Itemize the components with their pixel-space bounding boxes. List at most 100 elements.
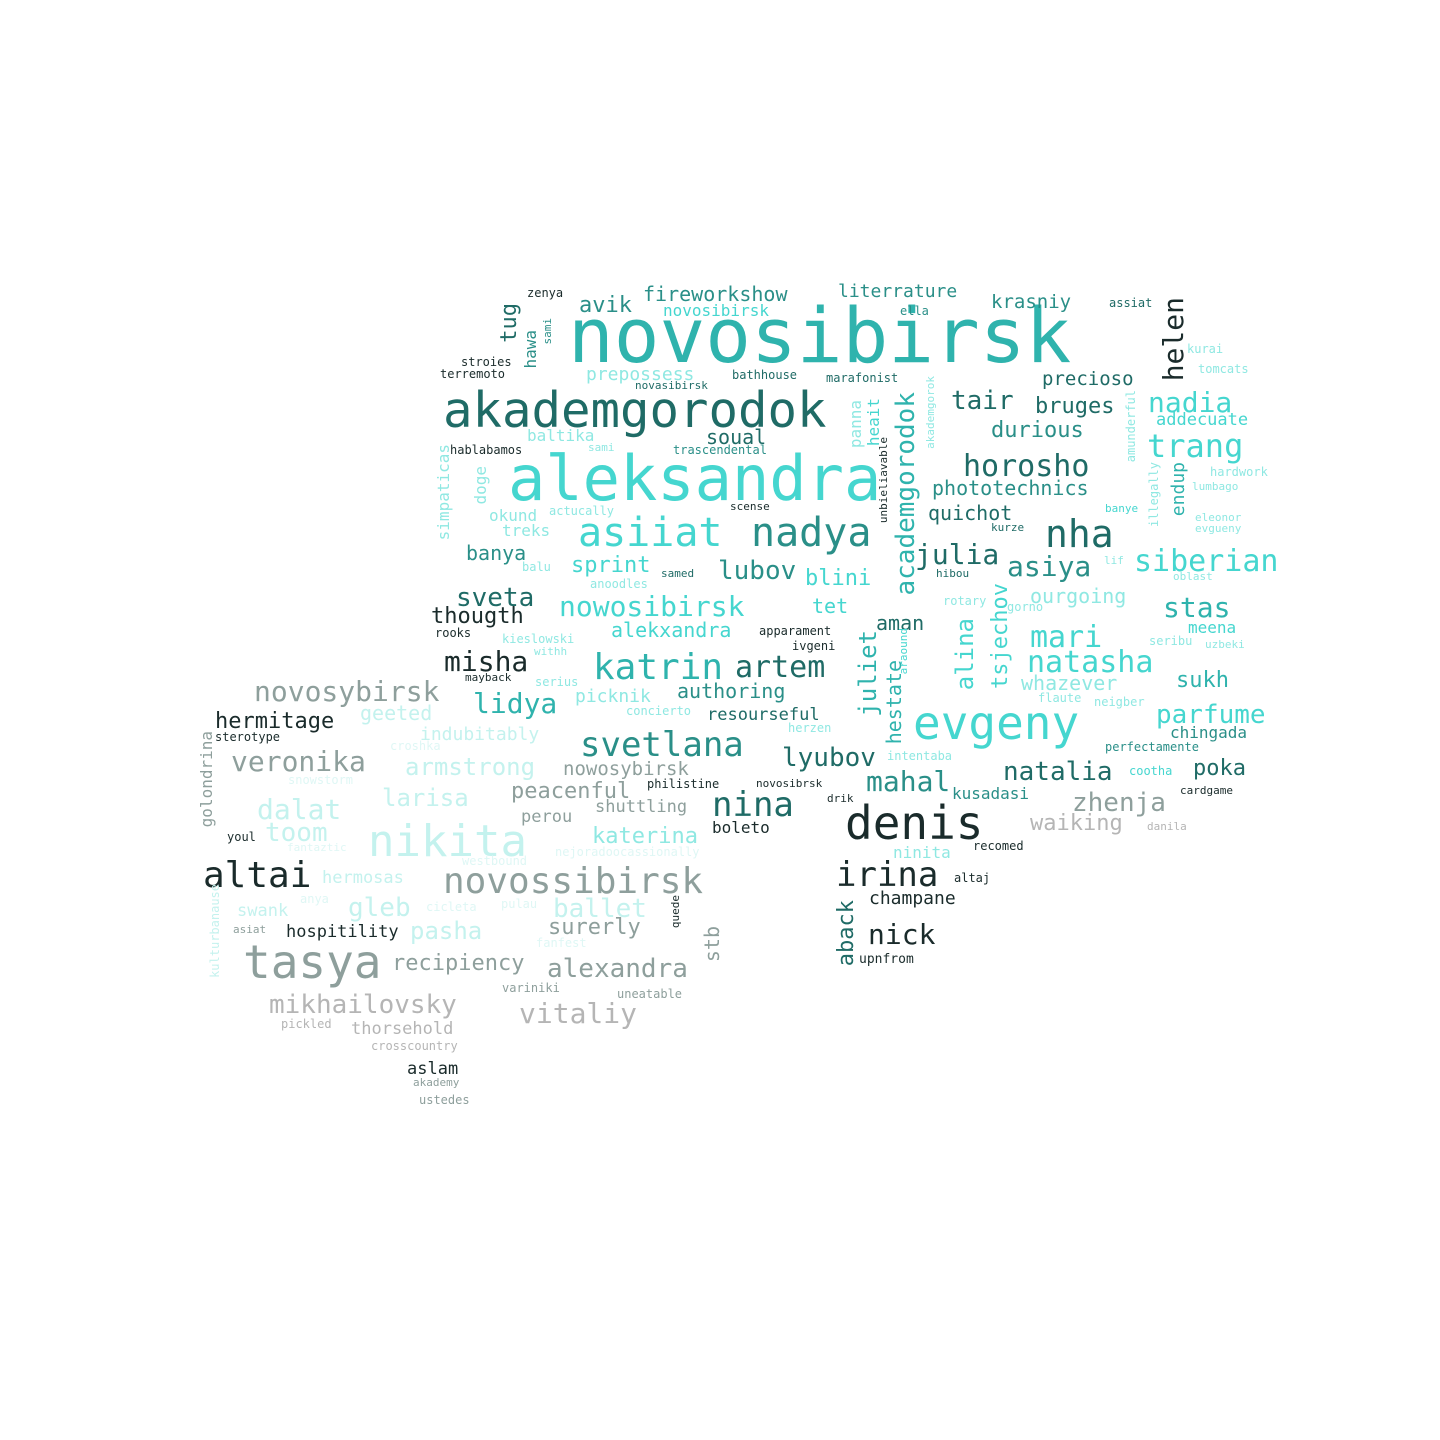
word-alexandra: alexandra (547, 954, 688, 984)
word-thougth: thougth (431, 604, 524, 629)
word-pasha: pasha (410, 917, 483, 945)
word-anya: anya (300, 892, 329, 906)
word-krasniy: krasniy (991, 291, 1072, 313)
word-lumbago: lumbago (1192, 480, 1239, 493)
word-kurai: kurai (1187, 342, 1224, 356)
word-novosybirsk: novosybirsk (254, 675, 440, 708)
word-danila: danila (1147, 820, 1187, 833)
word-thorsehold: thorsehold (351, 1019, 454, 1039)
word-trascendental: trascendental (673, 443, 767, 457)
word-misha: misha (444, 645, 529, 678)
word-lubov: lubov (718, 556, 797, 586)
word-whazever: whazever (1021, 671, 1118, 695)
word-soual: soual (706, 425, 767, 449)
word-nowosybirsk: nowosybirsk (563, 758, 689, 780)
word-siberian: siberian (1134, 544, 1279, 579)
word-actucally: actucally (549, 504, 615, 518)
word-quede: quede (669, 895, 682, 929)
word-akademgorok: akademgorok (924, 376, 937, 449)
word-unbieliavable: unbieliavable (877, 437, 890, 524)
word-poka: poka (1193, 756, 1246, 781)
word-bruges: bruges (1035, 394, 1115, 419)
word-endup: endup (1168, 462, 1189, 517)
word-nick: nick (868, 918, 936, 951)
word-intentaba: intentaba (887, 749, 953, 763)
word-vitaliy: vitaliy (519, 997, 638, 1030)
word-youl: youl (227, 830, 256, 844)
word-ayudante: sami (541, 318, 554, 345)
word-withh: withh (534, 645, 568, 658)
word-stb: stb (700, 926, 724, 963)
word-stas: stas (1163, 591, 1231, 624)
word-natasha: natasha (1027, 645, 1154, 680)
word-literrature: literrature (838, 281, 958, 302)
word-kurze: kurze (991, 521, 1025, 534)
word-parfume: parfume (1156, 700, 1266, 730)
word-katerina: katerina (592, 824, 698, 849)
word-akademgorodok: akademgorodok (443, 382, 827, 439)
word-kulturbanause: kulturbanause (208, 884, 222, 978)
word-panna: panna (846, 400, 865, 449)
word-sveta: sveta (456, 583, 535, 613)
word-mikhailovsky: mikhailovsky (269, 990, 457, 1020)
word-serius: serius (535, 675, 579, 689)
word-scense: scense (730, 500, 770, 513)
word-zenya: zenya (527, 286, 564, 300)
word-nha: nha (1045, 512, 1114, 556)
word-nikita: nikita (368, 816, 527, 867)
word-horosho: horosho (963, 449, 1090, 484)
word-perfectamente: perfectamente (1105, 740, 1199, 754)
word-gleb: gleb (348, 893, 411, 923)
word-tet: tet (812, 594, 849, 618)
word-prepossess: prepossess (586, 364, 695, 385)
word-altai: altai (203, 855, 312, 896)
word-evgueny: evgueny (1195, 522, 1242, 535)
word-concierto: concierto (626, 704, 692, 718)
word-zhenja: zhenja (1072, 788, 1166, 818)
word-novossibirsk: novossibirsk (443, 861, 704, 902)
word-avik: avik (579, 293, 632, 318)
word-snowstorm: snowstorm (288, 773, 354, 787)
word-quichot: quichot (928, 501, 1013, 525)
word-chingada: chingada (1170, 723, 1248, 742)
word-recomed: recomed (973, 839, 1024, 853)
word-philistine: philistine (647, 777, 720, 791)
word-svetlana: svetlana (580, 725, 744, 765)
word-addecuate: addecuate (1156, 410, 1249, 430)
word-tair: tair (951, 386, 1014, 416)
word-akademy: akademy (413, 1076, 460, 1089)
word-banya: banya (466, 541, 527, 565)
word-croshka: croshka (390, 739, 441, 753)
word-tomcats: tomcats (1198, 362, 1249, 376)
word-terremoto: terremoto (440, 367, 506, 381)
word-doge: doge (471, 466, 490, 505)
word-apparament: apparament (759, 624, 832, 638)
word-baltika: baltika (527, 426, 595, 445)
word-nowosibirsk: nowosibirsk (559, 590, 745, 623)
word-lyubov: lyubov (782, 743, 876, 773)
word-helen: helen (1157, 297, 1190, 382)
word-fanfest: fanfest (536, 936, 587, 950)
word-natalia: natalia (1003, 757, 1113, 787)
word-aback: aback (834, 900, 859, 967)
word-neigber: neigber (1094, 695, 1145, 709)
word-crosscountry: crosscountry (371, 1039, 458, 1053)
word-tasya: tasya (243, 935, 382, 989)
word-shuttling: shuttling (595, 797, 688, 817)
word-aman: aman (876, 611, 925, 635)
word-variniki: varinikі (502, 981, 560, 995)
word-veronika: veronika (231, 745, 366, 778)
word-hibou: hibou (936, 567, 970, 580)
word-pickled: pickled (281, 1017, 332, 1031)
word-authoring: authoring (677, 679, 786, 703)
word-irina: irina (836, 855, 939, 895)
word-ninita: ninita (893, 843, 951, 862)
word-surerly: surerly (548, 915, 641, 940)
word-nadya: nadya (751, 510, 872, 556)
word-dalat: dalat (257, 793, 342, 826)
word-hawa: hawa (521, 330, 540, 369)
word-phototechnics: phototechnics (932, 476, 1089, 500)
word-sterotype: sterotype (215, 730, 281, 744)
word-oblast: oblast (1173, 570, 1213, 583)
word-ella: ella (900, 304, 929, 318)
